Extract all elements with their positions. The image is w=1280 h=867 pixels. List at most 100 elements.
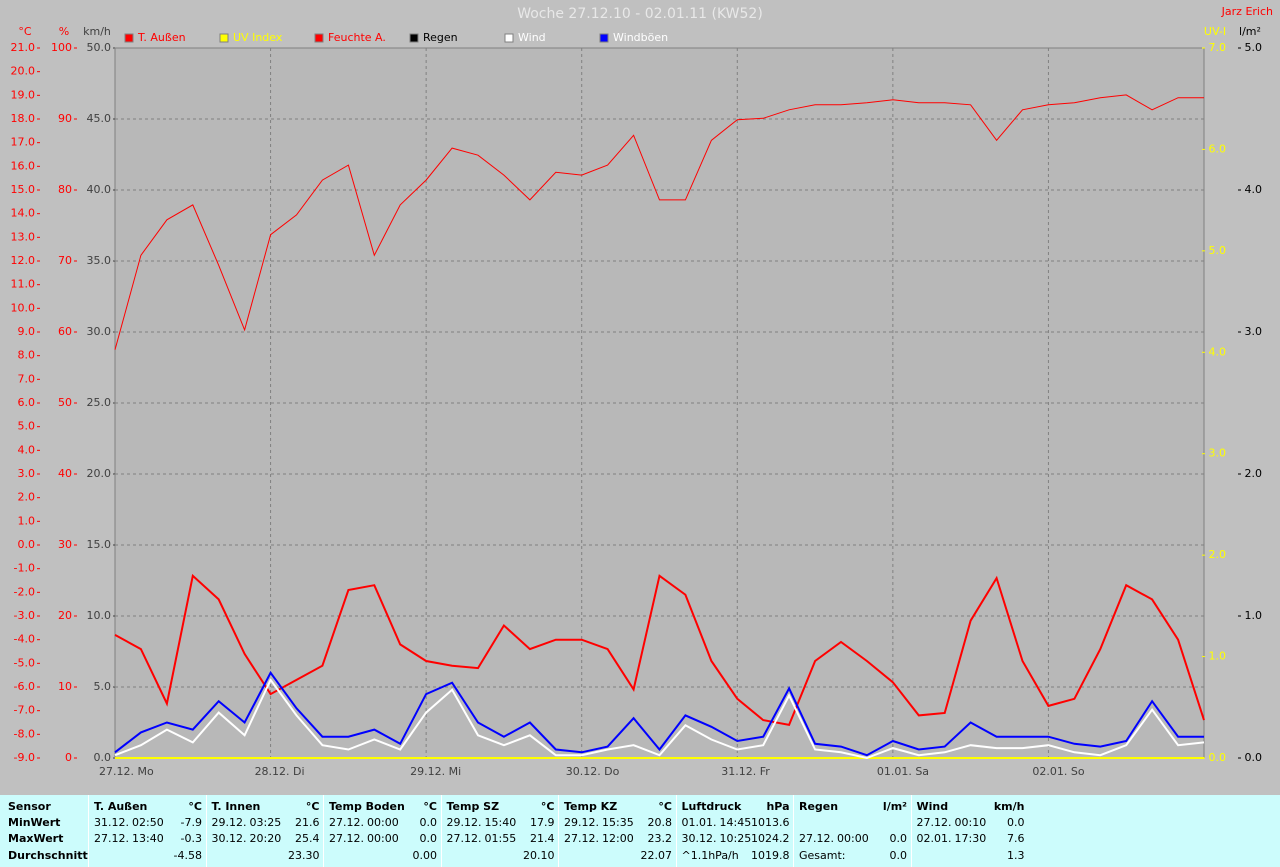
table-cell: 1019.8 <box>751 849 790 862</box>
y-tick-label: 6.0 <box>18 396 36 409</box>
y-tick-label: 2.0 <box>18 491 36 504</box>
y-tick-label: 0.0 <box>1245 751 1263 764</box>
y-tick-label: 20 <box>58 609 72 622</box>
table-cell: 27.12. <box>799 832 834 845</box>
y-tick-label: 30.0 <box>87 325 112 338</box>
table-cell: °C <box>188 800 202 813</box>
y-tick-label: -9.0 <box>14 751 35 764</box>
y-tick-label: -1.0 <box>14 562 35 575</box>
table-cell: km/h <box>993 800 1025 813</box>
y-tick-label: 7.0 <box>18 372 36 385</box>
table-cell: Temp SZ <box>446 800 500 813</box>
table-cell: -4.58 <box>173 849 202 862</box>
y-tick-label: -5.0 <box>14 656 35 669</box>
y-tick-label: 5.0 <box>94 680 112 693</box>
author: Jarz Erich <box>1221 5 1273 18</box>
y-tick-label: -6.0 <box>14 680 35 693</box>
y-tick-label: 0 <box>65 751 72 764</box>
y-tick-label: 2.0 <box>1245 467 1263 480</box>
table-cell: MinWert <box>8 816 61 829</box>
y-tick-label: 15.0 <box>11 183 36 196</box>
table-cell: Temp KZ <box>564 800 618 813</box>
y-tick-label: 6.0 <box>1209 142 1227 155</box>
y-tick-label: -2.0 <box>14 585 35 598</box>
column-separator <box>440 795 442 867</box>
chart: Woche 27.12.10 - 02.01.11 (KW52) Jarz Er… <box>11 5 1274 778</box>
y-tick-label: 21.0 <box>11 41 36 54</box>
legend-label: T. Außen <box>137 31 186 44</box>
y-tick-label: 25.0 <box>87 396 112 409</box>
table-cell: 00:00 <box>367 832 399 845</box>
y-tick-label: 14.0 <box>11 207 36 220</box>
table-cell: Sensor <box>8 800 51 813</box>
x-tick-label: 28.12. Di <box>255 765 305 778</box>
y-tick-label: 7.0 <box>1209 41 1227 54</box>
table-cell: Temp Boden <box>329 800 405 813</box>
y-tick-label: 30 <box>58 538 72 551</box>
table-cell: 7.6 <box>1007 832 1025 845</box>
axis-unit: UV-I <box>1204 25 1226 38</box>
legend-swatch <box>314 33 324 43</box>
y-tick-label: 13.0 <box>11 230 36 243</box>
legend-swatch <box>124 33 134 43</box>
table-cell: 0.00 <box>412 849 438 862</box>
table-cell: °C <box>305 800 320 813</box>
table-cell: °C <box>423 800 437 813</box>
y-tick-label: -7.0 <box>14 704 35 717</box>
table-cell: 15:40 <box>484 816 517 829</box>
y-tick-label: -4.0 <box>14 633 35 646</box>
table-cell: 14:45 <box>719 816 752 829</box>
table-cell: °C <box>658 800 672 813</box>
table-cell: 0.0 <box>889 849 908 862</box>
table-cell: 1013.6 <box>751 816 790 829</box>
y-tick-label: 4.0 <box>1245 183 1263 196</box>
y-tick-label: 50.0 <box>87 41 112 54</box>
table-cell: 30.12. <box>211 832 247 845</box>
y-tick-label: 3.0 <box>18 467 36 480</box>
table-cell: 01:55 <box>484 832 517 845</box>
axis-unit: °C <box>18 25 32 38</box>
table-cell: 12:00 <box>602 832 634 845</box>
table-cell: 00:00 <box>367 816 399 829</box>
table-cell: -7.9 <box>180 816 202 829</box>
y-tick-label: 70 <box>58 254 72 267</box>
y-tick-label: 1.0 <box>18 514 36 527</box>
table-cell: 0.0 <box>419 816 438 829</box>
y-tick-label: 90 <box>58 112 72 125</box>
y-tick-label: 10.0 <box>11 301 36 314</box>
y-tick-label: 35.0 <box>87 254 112 267</box>
table-cell: 21.4 <box>530 832 555 845</box>
column-separator <box>88 795 89 867</box>
legend-swatch <box>219 33 229 43</box>
table-cell: 0.0 <box>1007 816 1025 829</box>
column-separator <box>323 795 324 867</box>
axis-unit: % <box>59 25 69 38</box>
column-separator <box>205 795 207 867</box>
y-tick-label: 45.0 <box>87 112 112 125</box>
x-tick-label: 02.01. So <box>1032 765 1084 778</box>
y-tick-label: 8.0 <box>18 349 36 362</box>
y-tick-label: 18.0 <box>11 112 36 125</box>
y-tick-label: 3.0 <box>1209 447 1227 460</box>
y-tick-label: 3.0 <box>1245 325 1263 338</box>
x-tick-label: 01.01. Sa <box>877 765 929 778</box>
table-cell: 02:50 <box>132 816 164 829</box>
y-tick-label: 9.0 <box>18 325 36 338</box>
table-cell: Luftdruck <box>681 800 742 813</box>
table-cell: 27.12. <box>564 832 599 845</box>
table-cell: 27.12. <box>329 816 364 829</box>
table-cell: 23.30 <box>288 849 320 862</box>
y-tick-label: -3.0 <box>14 609 35 622</box>
table-cell: 0.0 <box>419 832 438 845</box>
legend-label: Feuchte A. <box>328 31 386 44</box>
table-cell: 29.12. <box>564 816 599 829</box>
table-cell: 1024.2 <box>751 832 790 845</box>
x-tick-label: 30.12. Do <box>566 765 620 778</box>
table-cell: 17:30 <box>954 832 987 845</box>
legend-label: Regen <box>423 31 458 44</box>
table-cell: 30.12. <box>681 832 717 845</box>
table-cell: 29.12. <box>211 816 247 829</box>
table-cell: 25.4 <box>295 832 320 845</box>
table-cell: Durchschnitt <box>8 849 88 862</box>
table-cell: 20:20 <box>249 832 282 845</box>
